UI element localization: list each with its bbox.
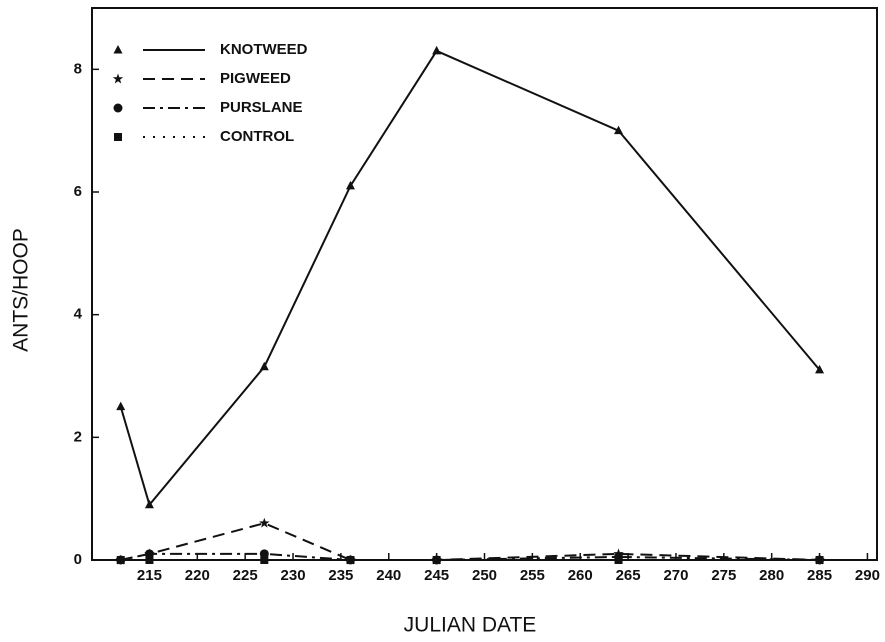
x-tick-label: 220 xyxy=(185,567,210,584)
legend-label: PURSLANE xyxy=(220,99,303,116)
x-tick-label: 245 xyxy=(424,567,449,584)
marker xyxy=(345,180,355,190)
marker xyxy=(114,133,122,141)
series-line xyxy=(119,49,821,507)
legend-label: KNOTWEED xyxy=(220,41,308,58)
marker xyxy=(113,45,123,54)
marker xyxy=(259,517,270,528)
marker xyxy=(144,499,154,509)
marker xyxy=(112,73,124,84)
x-tick-label: 215 xyxy=(137,567,162,584)
marker xyxy=(346,556,355,564)
x-tick-label: 255 xyxy=(520,567,545,584)
x-tick-label: 260 xyxy=(568,567,593,584)
y-tick-label: 2 xyxy=(74,428,82,445)
marker xyxy=(260,556,269,564)
legend-label: PIGWEED xyxy=(220,70,291,87)
marker xyxy=(116,401,126,411)
marker xyxy=(815,556,824,564)
x-tick-label: 285 xyxy=(807,567,832,584)
marker xyxy=(432,556,441,564)
x-tick-label: 225 xyxy=(233,567,258,584)
x-tick-label: 270 xyxy=(663,567,688,584)
marker xyxy=(815,364,825,374)
x-tick-label: 290 xyxy=(855,567,880,584)
y-axis-title: ANTS/HOOP xyxy=(10,228,33,352)
x-tick-label: 240 xyxy=(376,567,401,584)
x-tick-label: 250 xyxy=(472,567,497,584)
x-tick-label: 280 xyxy=(759,567,784,584)
marker xyxy=(116,556,125,564)
marker xyxy=(259,361,269,371)
y-tick-label: 0 xyxy=(74,551,82,568)
x-tick-label: 235 xyxy=(328,567,353,584)
marker xyxy=(113,103,123,113)
x-tick-label: 275 xyxy=(711,567,736,584)
marker xyxy=(614,556,623,564)
plot-frame xyxy=(91,7,878,561)
x-axis-title: JULIAN DATE xyxy=(404,614,537,637)
y-tick-label: 8 xyxy=(74,60,82,77)
x-tick-label: 265 xyxy=(616,567,641,584)
x-tick-label: 230 xyxy=(281,567,306,584)
marker xyxy=(145,556,154,564)
marker xyxy=(432,45,442,55)
y-tick-label: 6 xyxy=(74,183,82,200)
y-tick-label: 4 xyxy=(74,306,83,323)
marker xyxy=(614,125,624,135)
legend-label: CONTROL xyxy=(220,128,294,145)
